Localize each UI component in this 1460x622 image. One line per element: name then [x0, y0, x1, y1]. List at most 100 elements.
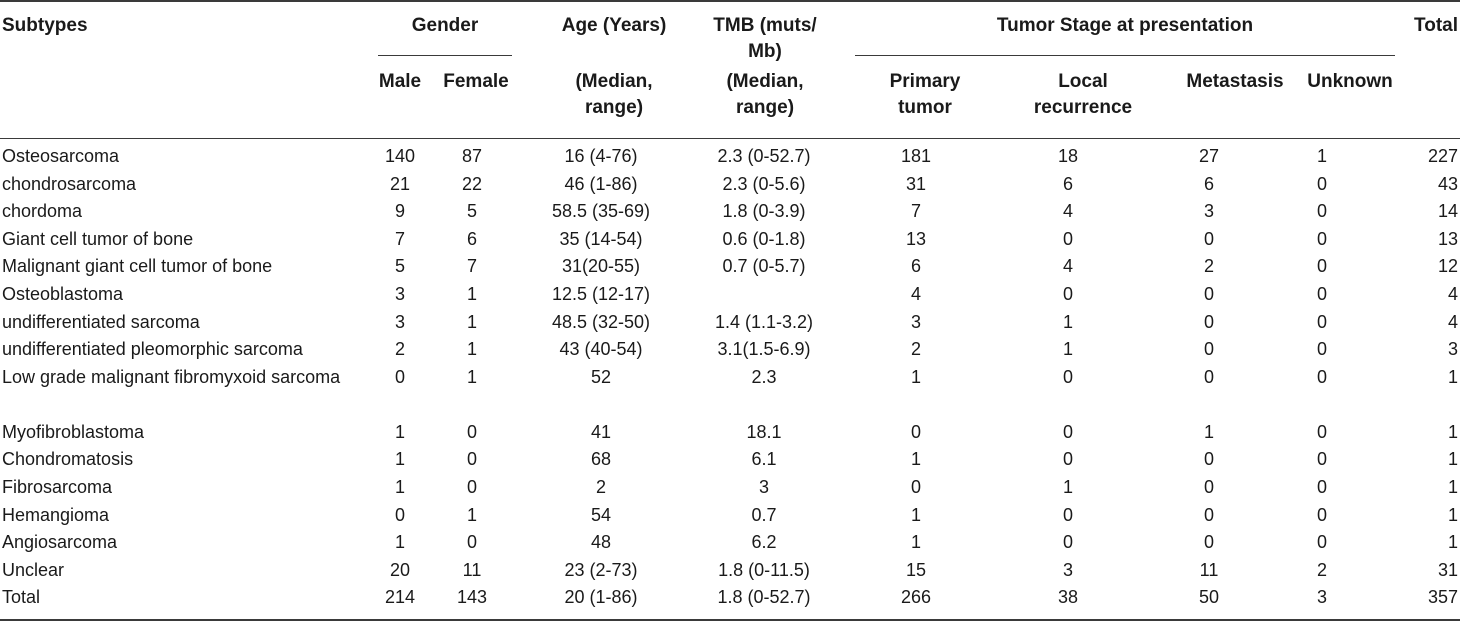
cell-subtype: Giant cell tumor of bone	[2, 228, 194, 249]
cell-primary: 266	[900, 587, 932, 608]
table-row: Malignant giant cell tumor of bone 5 7 31(2…	[0, 254, 1460, 282]
cell-subtype: Osteoblastoma	[2, 283, 124, 304]
cell-female: 7	[466, 256, 477, 277]
cell-age: 31(20-55)	[561, 256, 641, 277]
cell-age: 48	[590, 532, 612, 553]
cell-subtype: Osteosarcoma	[2, 146, 120, 166]
table-row: undifferentiated sarcoma 3 1 48.5 (32-50) 1.…	[0, 310, 1460, 338]
cell-female: 5	[466, 201, 477, 222]
cell-primary: 3	[910, 311, 921, 332]
cell-tmb: 0.7	[751, 504, 777, 525]
cell-male: 5	[394, 256, 405, 277]
header-subtypes: Subtypes	[2, 15, 88, 36]
cell-metastasis: 27	[1198, 146, 1220, 166]
cell-metastasis: 11	[1199, 559, 1219, 580]
cell-total: 13	[1437, 228, 1458, 249]
cell-tmb: 6.2	[751, 532, 777, 553]
cell-local: 4	[1062, 201, 1073, 222]
cell-unknown: 0	[1316, 366, 1327, 387]
cell-primary: 13	[905, 228, 927, 249]
cell-subtype: Fibrosarcoma	[2, 476, 113, 497]
cell-local: 38	[1057, 587, 1079, 608]
cell-male: 140	[384, 146, 416, 166]
table-row: chondrosarcoma 21 22 46 (1-86) 2.3 (0-5.6) 31…	[0, 172, 1460, 200]
cell-total: 357	[1427, 587, 1458, 608]
header-tmb-line1: TMB (muts/	[713, 15, 817, 36]
cell-age: 20 (1-86)	[564, 587, 638, 608]
stage-underline	[855, 55, 1395, 56]
cell-unknown: 0	[1316, 504, 1327, 525]
cell-total: 1	[1447, 504, 1458, 525]
header-age-line2: (Median,	[575, 71, 653, 92]
cell-female: 6	[466, 228, 477, 249]
cell-total: 1	[1447, 449, 1458, 470]
cell-total: 227	[1427, 146, 1458, 166]
cell-subtype: Malignant giant cell tumor of bone	[2, 256, 273, 277]
header-tmb-line4: range)	[735, 97, 795, 118]
cell-subtype: Unclear	[2, 559, 65, 580]
cell-tmb: 2.3 (0-52.7)	[717, 146, 811, 166]
cell-age: 58.5 (35-69)	[551, 201, 651, 222]
cell-metastasis: 2	[1203, 256, 1214, 277]
cell-primary: 1	[910, 504, 921, 525]
table-row: undifferentiated pleomorphic sarcoma 2 1 43…	[0, 337, 1460, 365]
table-row: Low grade malignant fibromyxoid sarcoma 0…	[0, 365, 1460, 420]
cell-primary: 31	[905, 173, 927, 194]
cell-subtype: undifferentiated pleomorphic sarcoma	[2, 339, 303, 360]
header-male: Male	[378, 71, 422, 92]
cell-female: 1	[466, 504, 477, 525]
cell-subtype: Total	[2, 587, 41, 608]
header-local-line1: Local	[1058, 71, 1108, 92]
cell-male: 3	[394, 283, 405, 304]
cell-female: 0	[466, 449, 477, 470]
cell-primary: 15	[905, 559, 927, 580]
cell-metastasis: 0	[1203, 476, 1214, 497]
cell-age: 41	[590, 421, 612, 442]
header-local-line2: recurrence	[1033, 97, 1133, 118]
cell-tmb: 2.3	[751, 366, 777, 387]
table-row: Chondromatosis 1 0 68 6.1 1 0 0 0 1	[0, 447, 1460, 475]
header-primary-line2: tumor	[898, 97, 952, 118]
header-rule	[0, 138, 1460, 139]
header-tmb-line3: (Median,	[726, 71, 804, 92]
cell-tmb: 18.1	[746, 421, 782, 442]
cell-total: 1	[1447, 421, 1458, 442]
header-tmb-line2: Mb)	[748, 41, 782, 62]
cell-metastasis: 6	[1203, 173, 1214, 194]
cell-tmb: 1.8 (0-52.7)	[717, 587, 811, 608]
cell-unknown: 0	[1316, 449, 1327, 470]
cell-male: 7	[394, 228, 405, 249]
cell-primary: 4	[910, 283, 921, 304]
table-row: Myofibroblastoma 1 0 41 18.1 0 0 1 0 1	[0, 420, 1460, 448]
cell-metastasis: 0	[1203, 311, 1214, 332]
cell-male: 2	[394, 339, 405, 360]
cell-unknown: 0	[1316, 228, 1327, 249]
cell-male: 1	[394, 449, 405, 470]
cell-metastasis: 3	[1203, 201, 1214, 222]
cell-local: 0	[1062, 421, 1073, 442]
cell-male: 1	[394, 532, 405, 553]
cell-local: 1	[1062, 476, 1073, 497]
cell-total: 12	[1437, 256, 1458, 277]
cell-primary: 6	[910, 256, 921, 277]
cell-total: 4	[1447, 283, 1458, 304]
cell-male: 0	[394, 366, 405, 387]
cell-unknown: 0	[1316, 339, 1327, 360]
cell-local: 4	[1062, 256, 1073, 277]
cell-age: 68	[590, 449, 612, 470]
cell-unknown: 0	[1316, 476, 1327, 497]
cell-primary: 0	[910, 476, 921, 497]
cell-unknown: 0	[1316, 201, 1327, 222]
table-row: Angiosarcoma 1 0 48 6.2 1 0 0 0 1	[0, 530, 1460, 558]
cell-age: 35 (14-54)	[559, 228, 643, 249]
cell-tmb: 1.8 (0-3.9)	[722, 201, 806, 222]
header-total: Total	[1414, 15, 1458, 36]
cell-primary: 181	[900, 146, 932, 166]
header-metastasis: Metastasis	[1186, 71, 1284, 92]
cell-unknown: 2	[1316, 559, 1327, 580]
cell-metastasis: 0	[1203, 504, 1214, 525]
cell-unknown: 0	[1316, 532, 1327, 553]
cell-primary: 1	[910, 449, 921, 470]
cell-tmb: 3	[758, 476, 769, 497]
cell-metastasis: 0	[1203, 449, 1214, 470]
